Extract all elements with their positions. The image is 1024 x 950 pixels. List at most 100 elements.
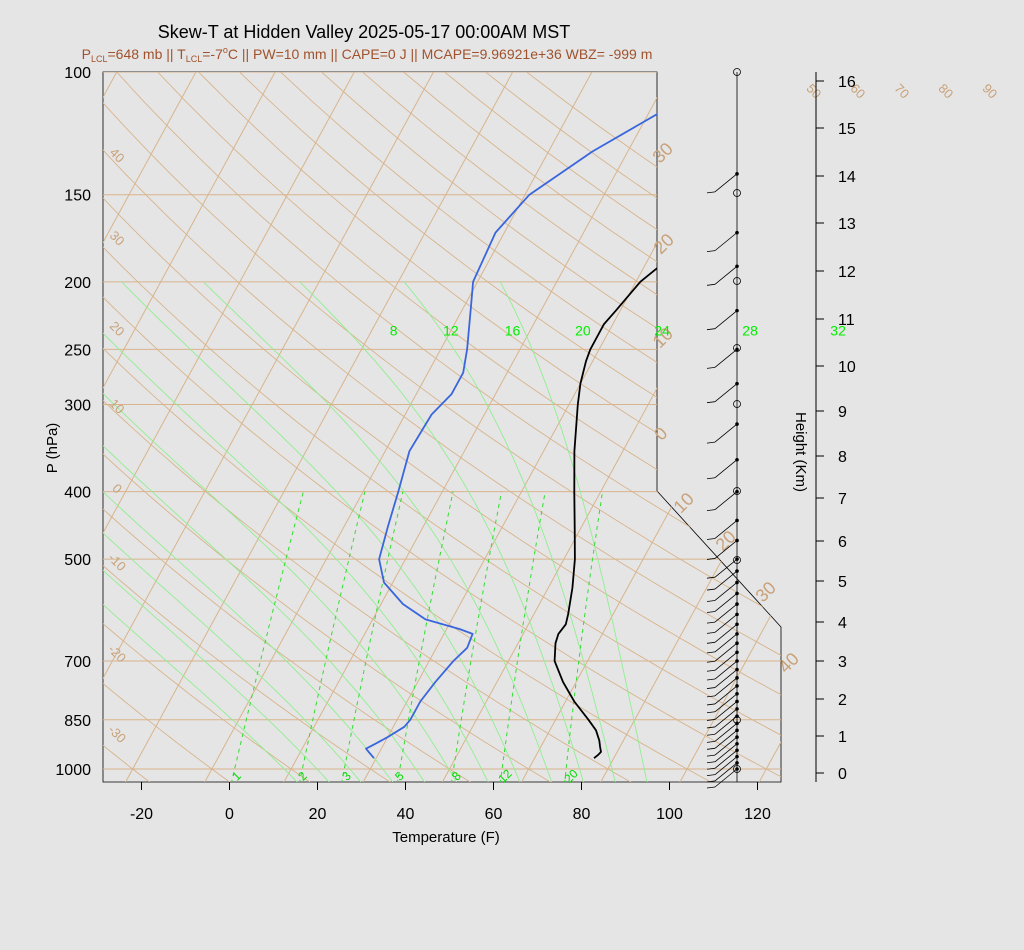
isotherm-line	[678, 72, 781, 782]
isotherm-label-large: 0	[650, 423, 671, 444]
wind-barb	[714, 558, 738, 578]
wind-barb-flag	[706, 366, 716, 369]
wind-barb	[714, 736, 738, 756]
height-tick-label: 8	[838, 449, 847, 466]
chart-title: Skew-T at Hidden Valley 2025-05-17 00:00…	[158, 22, 571, 42]
pressure-tick-label: 1000	[55, 762, 91, 779]
dry-adiabat-line	[157, 72, 781, 782]
temperature-profile	[553, 72, 781, 759]
wind-barb	[714, 677, 738, 697]
wind-barb	[714, 768, 738, 788]
isobars	[103, 72, 781, 770]
height-tick-label: 15	[838, 121, 856, 138]
isotherm-line	[103, 72, 434, 782]
height-tick-label: 5	[838, 574, 847, 591]
x-tick-label: 100	[656, 806, 683, 823]
wind-barb-flag	[706, 558, 716, 560]
wind-barb	[714, 762, 738, 782]
wind-barb-flag	[706, 767, 716, 770]
wind-barb-flag	[706, 703, 716, 706]
dry-adiabat-line	[103, 72, 152, 782]
moist-adiabat-label: 16	[505, 323, 521, 339]
dry-adiabat-line	[103, 72, 554, 782]
isotherm-label-large: 30	[752, 578, 780, 606]
isotherm-label: -20	[105, 642, 129, 666]
wind-calm-circle	[733, 68, 741, 76]
profiles	[365, 72, 781, 759]
isotherm-label-large: 30	[649, 139, 677, 167]
pressure-tick-label: 700	[64, 654, 91, 671]
isotherm-label-large: 40	[775, 649, 803, 677]
wind-barb	[714, 349, 738, 368]
isotherm-label: -30	[105, 722, 129, 746]
moist-adiabat-line	[202, 281, 553, 782]
isotherm-label-large: 10	[670, 489, 698, 517]
wind-barb	[714, 459, 738, 479]
moist-adiabat-line	[299, 281, 585, 782]
mixing-ratio-line	[340, 491, 404, 782]
wind-calm-circle	[733, 277, 741, 285]
mixing-ratio-line	[564, 491, 603, 782]
moist-adiabat-label: 32	[830, 323, 846, 339]
x-tick-label: 40	[397, 806, 415, 823]
dry-adiabat-line	[103, 72, 781, 782]
wind-barb-flag	[706, 754, 716, 757]
isotherm-line	[203, 72, 593, 782]
wind-barb-flag	[706, 711, 716, 714]
wind-barb	[714, 423, 738, 443]
wind-barb-flag	[706, 747, 716, 750]
wind-barb	[714, 708, 738, 728]
wind-barb-flag	[706, 611, 716, 613]
wind-calm-circle	[733, 344, 741, 352]
dry-adiabat-line	[362, 72, 781, 782]
pressure-tick-label: 850	[64, 713, 91, 730]
wind-barb-flag	[706, 641, 716, 644]
dry-adiabat-line	[198, 72, 781, 782]
wind-barb-flag	[706, 740, 716, 743]
wind-barb-flag	[706, 538, 716, 540]
isotherm-line	[103, 72, 197, 782]
wind-barb-flag	[706, 678, 716, 681]
wind-barb	[714, 593, 738, 612]
wind-barb	[714, 660, 738, 680]
x-axis-label: Temperature (F)	[392, 829, 500, 846]
wind-barb	[714, 540, 738, 559]
height-tick-label: 9	[838, 404, 847, 421]
moist-adiabat-label: 8	[390, 323, 398, 339]
dry-adiabat-line	[103, 72, 474, 782]
wind-barb	[714, 623, 738, 643]
wind-barb	[714, 723, 738, 742]
wind-barb	[714, 570, 738, 590]
dry-adiabat-line	[103, 72, 781, 782]
wind-barb-flag	[706, 651, 716, 654]
height-tick-label: 1	[838, 729, 847, 746]
isotherm-line	[0, 72, 38, 784]
wind-barb	[714, 651, 738, 671]
height-tick-label: 7	[838, 491, 847, 508]
wind-barb-flag	[706, 786, 716, 789]
pressure-tick-label: 400	[64, 485, 91, 502]
y-axis-label: P (hPa)	[44, 423, 61, 474]
chart-labels: 5060708090100110120130140150160403020100…	[105, 78, 1024, 786]
height-tick-label: 12	[838, 264, 856, 281]
wind-barb	[714, 693, 738, 713]
mixing-ratio-line	[298, 491, 366, 782]
height-tick-label: 16	[838, 74, 856, 91]
x-tick-label: 120	[744, 806, 771, 823]
wind-barb	[714, 520, 738, 539]
dry-adiabats	[103, 72, 781, 782]
wind-barb	[714, 685, 738, 705]
height-tick-label: 0	[838, 766, 847, 783]
wind-barb-flag	[706, 761, 716, 764]
dry-adiabat-line	[116, 72, 781, 782]
isotherm-line	[599, 72, 781, 782]
isotherm-label: 30	[107, 228, 128, 249]
moist-adiabats	[103, 281, 648, 782]
mixing-ratio-line	[499, 491, 546, 782]
dry-adiabat-line	[103, 72, 715, 782]
wind-calm-circle	[733, 765, 741, 773]
wind-barb-flag	[706, 441, 716, 444]
dry-adiabat-line	[103, 72, 781, 782]
x-tick-label: 60	[485, 806, 503, 823]
wind-barb	[714, 701, 738, 720]
